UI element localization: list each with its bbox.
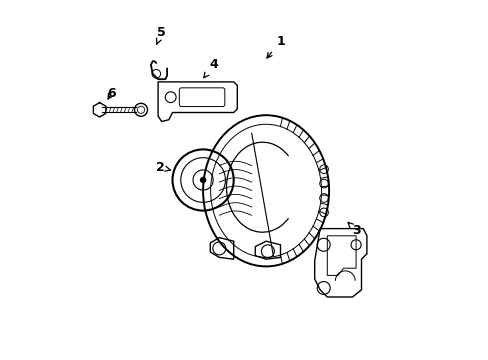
Text: 5: 5 [156, 26, 166, 44]
Text: 4: 4 [203, 58, 218, 78]
Text: 1: 1 [266, 35, 285, 58]
Circle shape [200, 177, 205, 183]
Text: 2: 2 [155, 161, 170, 174]
Text: 6: 6 [107, 87, 115, 100]
Text: 3: 3 [347, 222, 360, 237]
